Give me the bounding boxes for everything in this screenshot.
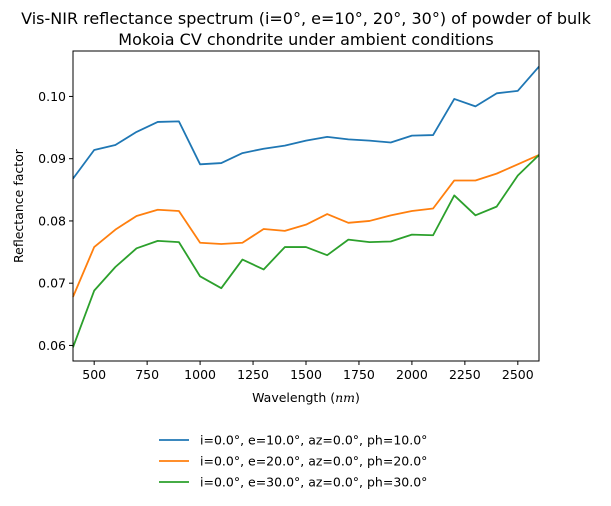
- x-tick-label: 750: [135, 367, 159, 382]
- y-tick-label: 0.06: [38, 338, 66, 353]
- x-tick-label: 2250: [449, 367, 481, 382]
- x-axis-label-prefix: Wavelength (: [252, 390, 335, 405]
- chart-title-line-1: Vis-NIR reflectance spectrum (i=0°, e=10…: [21, 9, 591, 28]
- x-axis-label: Wavelength (nm): [252, 390, 360, 405]
- x-tick-label: 2500: [502, 367, 534, 382]
- x-tick-label: 1250: [237, 367, 269, 382]
- y-axis-ticks: 0.06 0.07 0.08 0.09 0.10: [38, 89, 73, 353]
- series-line-2: [72, 154, 540, 298]
- x-tick-label: 1750: [343, 367, 375, 382]
- x-axis-label-suffix: ): [355, 390, 360, 405]
- y-tick-label: 0.10: [38, 89, 66, 104]
- x-tick-label: 2000: [396, 367, 428, 382]
- series-line-3: [72, 154, 540, 348]
- plot-series-group: [72, 65, 540, 348]
- y-tick-label: 0.08: [38, 213, 66, 228]
- x-tick-label: 500: [82, 367, 106, 382]
- y-tick-label: 0.07: [38, 276, 66, 291]
- y-axis-label: Reflectance factor: [11, 148, 26, 263]
- x-tick-label: 1500: [290, 367, 322, 382]
- plot-frame: [72, 50, 540, 362]
- y-tick-label: 0.09: [38, 151, 66, 166]
- legend-label-1: i=0.0°, e=10.0°, az=0.0°, ph=10.0°: [200, 433, 427, 448]
- legend: i=0.0°, e=10.0°, az=0.0°, ph=10.0° i=0.0°…: [159, 433, 427, 490]
- x-axis-label-unit: nm: [335, 390, 355, 405]
- x-axis-ticks: 500 750 1000 1250 1500 1750 2000 2250 2500: [82, 361, 534, 382]
- legend-label-3: i=0.0°, e=30.0°, az=0.0°, ph=30.0°: [200, 475, 427, 490]
- legend-label-2: i=0.0°, e=20.0°, az=0.0°, ph=20.0°: [200, 454, 427, 469]
- chart-title-line-2: Mokoia CV chondrite under ambient condit…: [118, 30, 493, 49]
- series-line-1: [72, 65, 540, 180]
- x-tick-label: 1000: [184, 367, 216, 382]
